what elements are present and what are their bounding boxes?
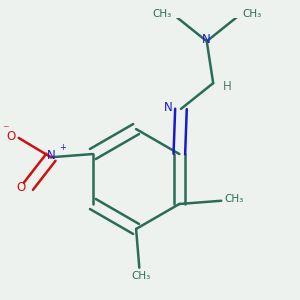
Text: H: H (223, 80, 232, 93)
Text: N: N (46, 149, 55, 162)
Text: N: N (202, 33, 211, 46)
Text: CH₃: CH₃ (152, 9, 171, 19)
Text: N: N (164, 101, 173, 114)
Text: +: + (59, 143, 66, 152)
Text: O: O (6, 130, 16, 143)
Text: CH₃: CH₃ (224, 194, 244, 204)
Text: CH₃: CH₃ (131, 271, 151, 281)
Text: O: O (16, 182, 25, 194)
Text: ⁻: ⁻ (2, 123, 9, 136)
Text: CH₃: CH₃ (242, 9, 261, 19)
